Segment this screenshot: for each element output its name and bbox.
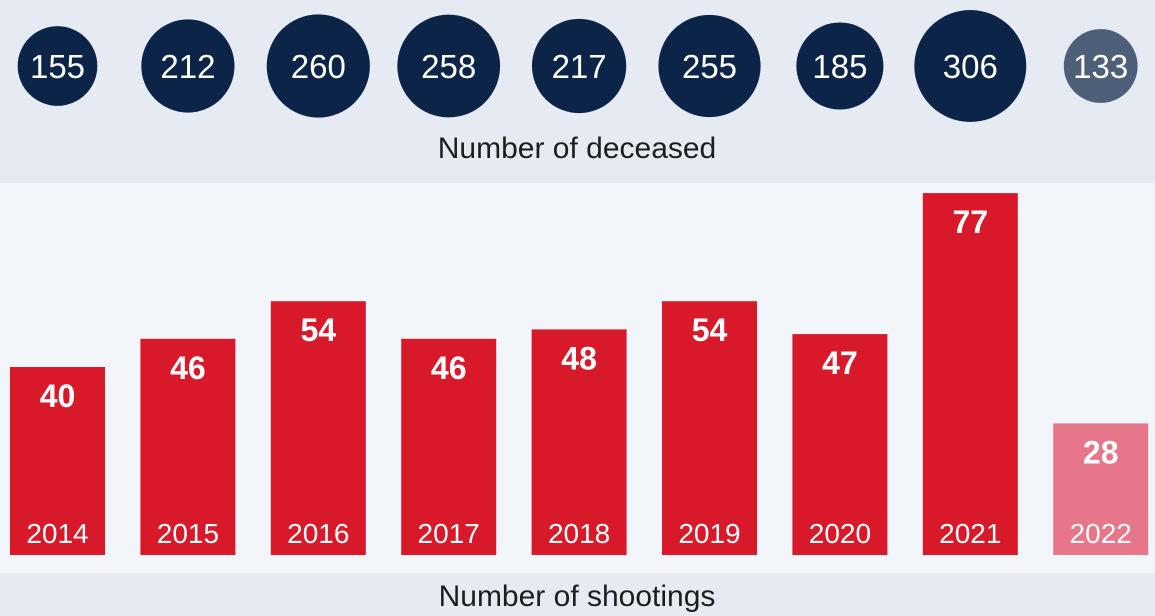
year-label-2021: 2021 <box>939 518 1001 549</box>
year-label-2016: 2016 <box>287 518 349 549</box>
bar-value-2020: 47 <box>822 345 858 381</box>
year-label-2014: 2014 <box>26 518 88 549</box>
deceased-bubble-2018 <box>531 18 627 114</box>
deceased-bubble-2021 <box>914 10 1027 122</box>
caption-band <box>0 573 1155 616</box>
bar-value-2016: 54 <box>301 312 337 348</box>
bar-2021 <box>922 193 1018 555</box>
bar-value-2022: 28 <box>1083 434 1119 470</box>
bar-2014 <box>10 367 105 555</box>
deceased-value-2020: 185 <box>812 48 867 85</box>
deceased-bubble-2020 <box>796 22 884 110</box>
deceased-value-2021: 306 <box>943 48 998 85</box>
deceased-value-2022: 133 <box>1073 48 1128 85</box>
year-label-2020: 2020 <box>809 518 871 549</box>
year-label-2019: 2019 <box>678 518 740 549</box>
bar-value-2014: 40 <box>40 378 76 414</box>
deceased-value-2017: 258 <box>421 48 476 85</box>
bar-value-2017: 46 <box>431 350 467 386</box>
bar-2017 <box>401 338 497 555</box>
shootings-caption: Number of shootings <box>439 580 716 613</box>
deceased-value-2014: 155 <box>30 48 85 85</box>
bar-2019 <box>662 301 757 555</box>
year-label-2022: 2022 <box>1070 518 1132 549</box>
deceased-bubble-2017 <box>397 14 501 118</box>
bar-value-2019: 54 <box>692 312 728 348</box>
deceased-bubble-2016 <box>266 14 370 118</box>
bar-2022 <box>1053 423 1149 555</box>
deceased-caption: Number of deceased <box>438 132 717 165</box>
deceased-bubble-2015 <box>141 19 235 113</box>
bar-value-2018: 48 <box>561 340 597 376</box>
bar-value-2015: 46 <box>170 350 206 386</box>
deceased-value-2019: 255 <box>682 48 737 85</box>
bar-2018 <box>531 329 627 555</box>
year-label-2018: 2018 <box>548 518 610 549</box>
deceased-value-2015: 212 <box>160 48 215 85</box>
deceased-bubble-2019 <box>658 14 761 118</box>
bar-value-2021: 77 <box>953 204 989 240</box>
deceased-bubble-2022 <box>1063 29 1138 103</box>
deceased-value-2018: 217 <box>552 48 607 85</box>
year-label-2015: 2015 <box>157 518 219 549</box>
bar-2020 <box>792 334 888 555</box>
bar-2016 <box>270 301 366 555</box>
deceased-bubble-2014 <box>17 26 98 106</box>
deceased-value-2016: 260 <box>291 48 346 85</box>
year-label-2017: 2017 <box>418 518 480 549</box>
bar-2015 <box>140 338 236 555</box>
